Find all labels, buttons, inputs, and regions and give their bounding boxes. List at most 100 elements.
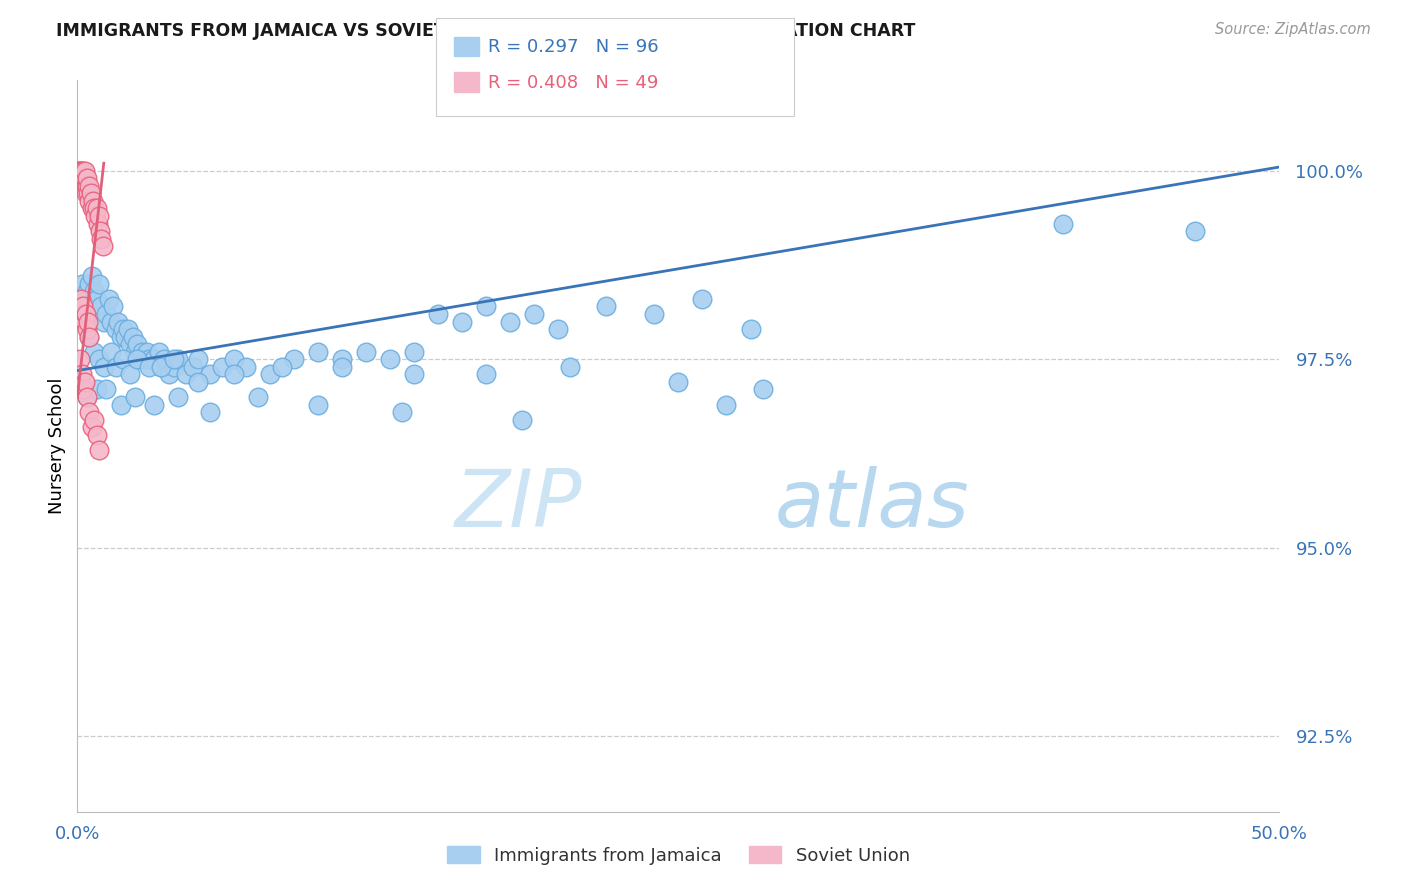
Point (150, 359, 173, 374)
Point (167, 352, 190, 367)
Point (211, 359, 233, 374)
Point (138, 352, 160, 367)
Point (83, 285, 105, 299)
Point (181, 359, 204, 374)
Point (72, 383, 94, 397)
Point (76, 285, 98, 299)
Point (96, 383, 118, 397)
Point (330, 359, 353, 374)
Point (186, 352, 209, 367)
Point (90, 300, 112, 314)
Point (510, 412, 533, 426)
Point (547, 322, 569, 336)
Point (523, 307, 546, 321)
Point (76, 390, 98, 404)
Point (67, 163, 90, 178)
Point (75, 186, 97, 201)
Point (72, 163, 94, 178)
Point (70, 368, 93, 382)
Point (222, 368, 245, 382)
Point (77, 178, 100, 193)
Point (143, 352, 166, 367)
Point (110, 398, 132, 412)
Point (69, 352, 91, 367)
Point (114, 329, 136, 343)
Point (162, 352, 184, 367)
Point (79, 405, 101, 419)
Point (87, 209, 110, 223)
Point (157, 368, 180, 382)
Text: R = 0.297   N = 96: R = 0.297 N = 96 (488, 38, 658, 56)
Point (76, 322, 98, 336)
Point (73, 315, 96, 329)
Point (93, 359, 115, 374)
Point (643, 307, 665, 321)
Point (354, 344, 377, 359)
Point (80, 202, 103, 216)
Point (96, 307, 118, 321)
Y-axis label: Nursery School: Nursery School (48, 377, 66, 515)
Point (79, 194, 101, 208)
Point (111, 322, 134, 336)
Point (117, 322, 139, 336)
Point (111, 352, 134, 367)
Point (692, 292, 714, 306)
Point (378, 352, 401, 367)
Point (70, 307, 93, 321)
Point (70, 171, 93, 186)
Point (83, 202, 105, 216)
Point (475, 368, 498, 382)
Point (307, 398, 329, 412)
Point (246, 390, 269, 404)
Point (87, 277, 110, 291)
Point (69, 300, 91, 314)
Point (79, 277, 101, 291)
Point (83, 412, 105, 426)
Point (127, 352, 149, 367)
Point (73, 375, 96, 389)
Point (86, 292, 108, 306)
Point (97, 292, 120, 306)
Point (128, 352, 150, 367)
Point (391, 405, 413, 419)
Point (69, 163, 91, 178)
Point (475, 300, 498, 314)
Point (100, 315, 122, 329)
Point (136, 344, 159, 359)
Point (150, 359, 173, 374)
Point (73, 178, 96, 193)
Point (72, 300, 94, 314)
Point (198, 368, 221, 382)
Point (148, 344, 170, 359)
Point (124, 344, 146, 359)
Point (1052, 217, 1074, 231)
Point (107, 315, 129, 329)
Point (73, 163, 96, 178)
Point (73, 171, 96, 186)
Point (138, 359, 160, 374)
Point (87, 442, 110, 457)
Point (198, 405, 221, 419)
Point (76, 171, 98, 186)
Point (222, 352, 245, 367)
Point (77, 186, 100, 201)
Point (103, 300, 125, 314)
Text: IMMIGRANTS FROM JAMAICA VS SOVIET UNION NURSERY SCHOOL CORRELATION CHART: IMMIGRANTS FROM JAMAICA VS SOVIET UNION … (56, 22, 915, 40)
Point (90, 232, 112, 246)
Point (120, 368, 142, 382)
Point (740, 322, 762, 336)
Point (124, 390, 146, 404)
Point (76, 390, 98, 404)
Point (402, 368, 425, 382)
Point (153, 352, 176, 367)
Point (86, 383, 108, 397)
Point (87, 352, 110, 367)
Point (83, 344, 105, 359)
Point (174, 368, 197, 382)
Point (110, 329, 132, 343)
Point (716, 398, 738, 412)
Point (79, 329, 101, 343)
Point (82, 194, 104, 208)
Point (100, 344, 122, 359)
Point (121, 329, 143, 343)
